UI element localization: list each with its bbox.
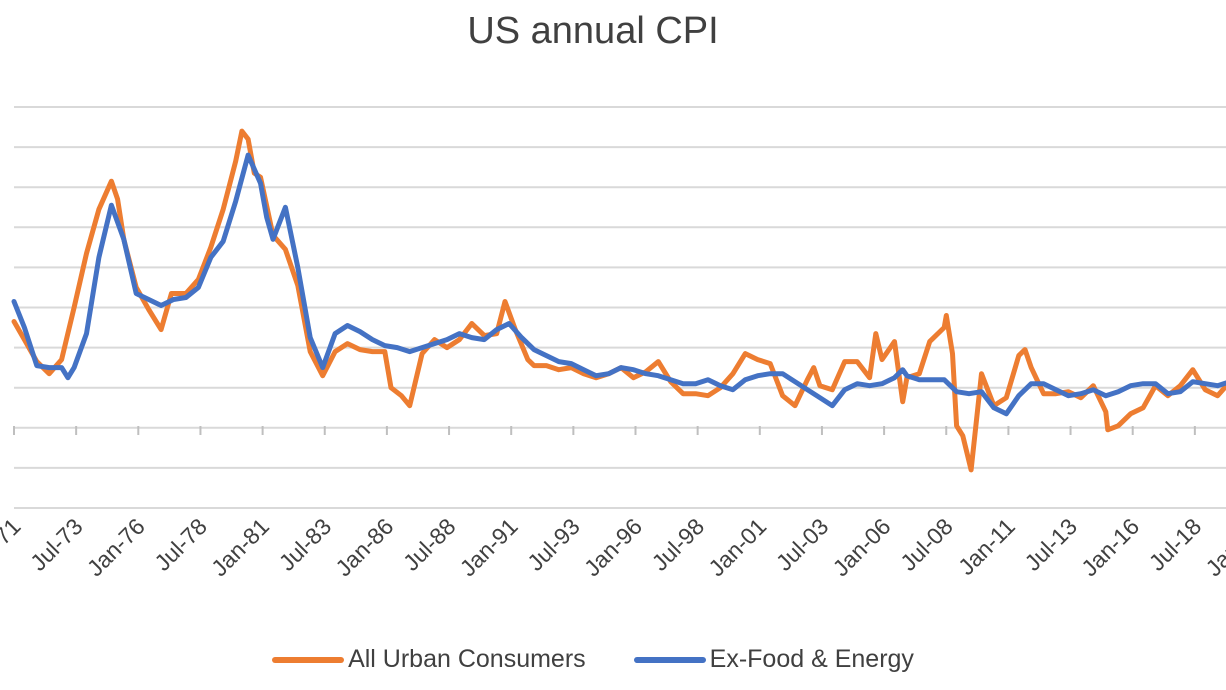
x-tick-label: Jul-73 xyxy=(25,513,88,576)
x-tick-label: Jul-88 xyxy=(398,513,461,576)
x-axis-ticks xyxy=(13,426,1196,435)
legend-label-ex-food-energy: Ex-Food & Energy xyxy=(709,645,914,673)
x-tick-label: Jul-03 xyxy=(771,513,834,576)
series-lines xyxy=(11,128,1226,473)
x-tick-label: Jan-81 xyxy=(206,513,274,581)
legend-swatch-ex-food-energy xyxy=(633,656,706,663)
gridlines xyxy=(14,106,1226,509)
x-tick-label: Jan-71 xyxy=(0,513,26,581)
x-tick-label: Jan-01 xyxy=(703,513,771,581)
x-tick-label: Jan-76 xyxy=(82,513,150,581)
series-line-all-urban xyxy=(11,128,1226,473)
legend-item-all-urban: All Urban Consumers xyxy=(272,645,586,674)
x-tick-label: Jan-86 xyxy=(330,513,398,581)
legend-item-ex-food-energy: Ex-Food & Energy xyxy=(633,645,914,674)
x-tick-label: Jul-98 xyxy=(646,513,709,576)
x-tick-label: Jan-21 xyxy=(1200,513,1226,581)
legend-swatch-all-urban xyxy=(272,656,345,663)
x-tick-label: Jan-06 xyxy=(828,513,896,581)
x-tick-label: Jul-18 xyxy=(1144,513,1207,576)
chart-title: US annual CPI xyxy=(467,10,719,52)
x-tick-label: Jan-96 xyxy=(579,513,647,581)
x-tick-label: Jul-78 xyxy=(149,513,212,576)
x-tick-label: Jul-13 xyxy=(1019,513,1082,576)
x-tick-label: Jul-83 xyxy=(274,513,337,576)
series-line-ex-food-energy xyxy=(11,152,1226,417)
legend: All Urban Consumers Ex-Food & Energy xyxy=(0,645,1186,674)
x-tick-label: Jan-91 xyxy=(455,513,523,581)
legend-label-all-urban: All Urban Consumers xyxy=(348,645,586,673)
x-tick-label: Jan-11 xyxy=(953,513,1020,580)
x-tick-label: Jul-08 xyxy=(895,513,958,576)
x-tick-label: Jul-93 xyxy=(522,513,585,576)
x-tick-label: Jan-16 xyxy=(1076,513,1144,581)
